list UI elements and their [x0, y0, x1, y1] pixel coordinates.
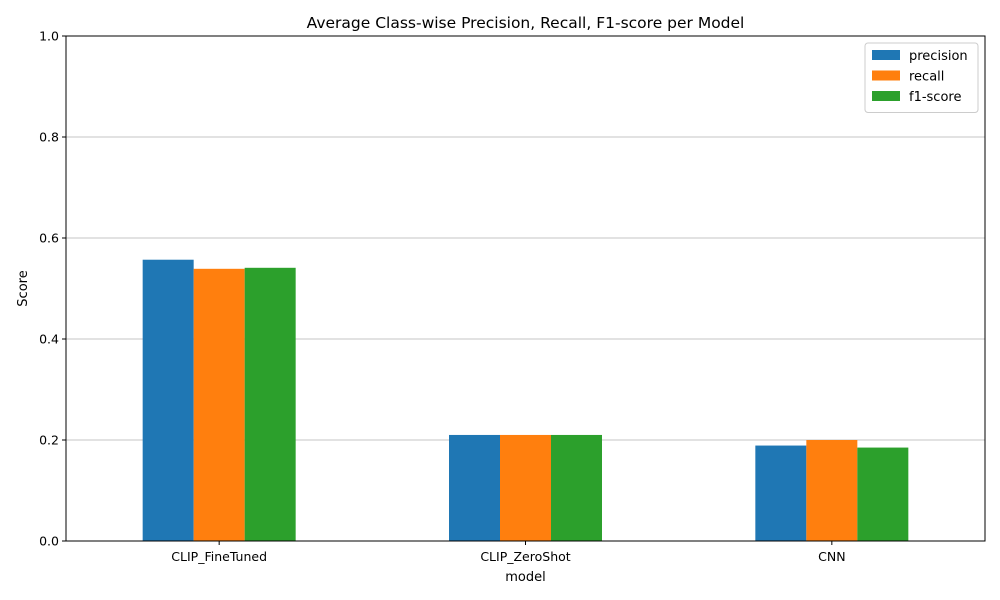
legend-swatch-precision: [872, 50, 900, 60]
legend-swatch-recall: [872, 70, 900, 81]
bar-f1-score-CLIP_ZeroShot: [551, 434, 602, 541]
bar-precision-CLIP_ZeroShot: [449, 434, 500, 541]
y-tick-label: 0.0: [39, 534, 59, 549]
legend-label-recall: recall: [909, 70, 944, 85]
y-tick-label: 1.0: [39, 29, 59, 44]
x-tick-label: CLIP_FineTuned: [171, 549, 267, 564]
x-axis-label: model: [505, 570, 545, 585]
bar-recall-CLIP_ZeroShot: [500, 434, 551, 541]
legend-swatch-f1-score: [872, 91, 900, 101]
y-axis-ticks: 0.0 0.2 0.4 0.6 0.8 1.0: [39, 29, 66, 549]
bar-f1-score-CLIP_FineTuned: [244, 267, 296, 541]
bar-f1-score-CNN: [857, 447, 909, 541]
legend-label-f1-score: f1-score: [909, 90, 961, 105]
bar-precision-CNN: [755, 445, 807, 541]
x-tick-label: CLIP_ZeroShot: [480, 549, 570, 564]
y-tick-label: 0.2: [39, 433, 59, 448]
legend: precision recall f1-score: [864, 42, 979, 113]
y-tick-label: 0.4: [39, 332, 59, 347]
bars: [142, 259, 909, 541]
bar-recall-CNN: [806, 440, 858, 541]
bar-precision-CLIP_FineTuned: [142, 259, 194, 541]
chart-title: Average Class-wise Precision, Recall, F1…: [307, 14, 745, 32]
x-axis-ticks: CLIP_FineTuned CLIP_ZeroShot CNN: [171, 541, 846, 564]
legend-label-precision: precision: [909, 49, 968, 64]
y-tick-label: 0.8: [39, 130, 59, 145]
y-axis-label: Score: [16, 270, 31, 306]
bar-recall-CLIP_FineTuned: [193, 268, 245, 541]
y-tick-label: 0.6: [39, 231, 59, 246]
x-tick-label: CNN: [818, 549, 845, 564]
